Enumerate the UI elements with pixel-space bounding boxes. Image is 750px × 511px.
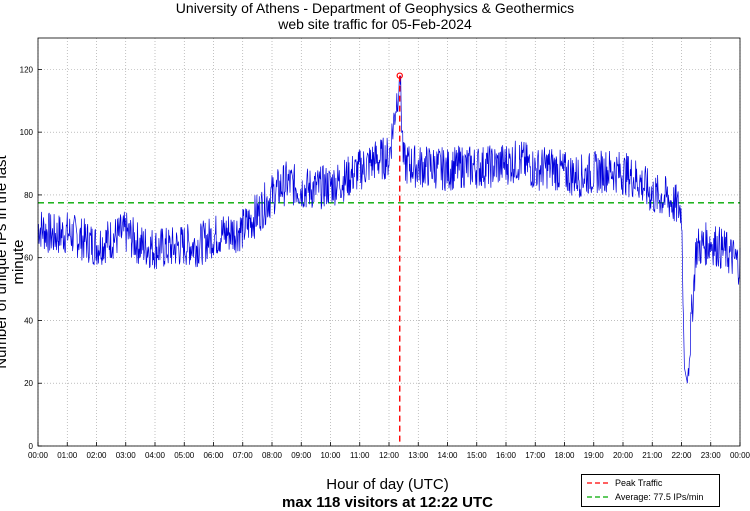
x-tick-label: 09:00 — [291, 451, 312, 460]
x-tick-label: 14:00 — [437, 451, 458, 460]
legend-peak-label: Peak Traffic — [615, 478, 663, 488]
legend-item-average: Average: 77.5 IPs/min — [587, 491, 703, 503]
x-tick-label: 15:00 — [467, 451, 488, 460]
x-tick-label: 22:00 — [671, 451, 692, 460]
x-tick-label: 02:00 — [86, 451, 107, 460]
x-tick-label: 18:00 — [554, 451, 575, 460]
x-tick-label: 08:00 — [262, 451, 283, 460]
legend-average-label: Average: 77.5 IPs/min — [615, 492, 704, 502]
y-tick-label: 0 — [29, 442, 34, 451]
x-tick-label: 20:00 — [613, 451, 634, 460]
max-visitors-label: max 118 visitors at 12:22 UTC — [282, 494, 493, 511]
series-line-unique-ips — [37, 75, 741, 384]
plot-frame — [37, 37, 741, 447]
x-tick-label: 23:00 — [701, 451, 722, 460]
y-axis-label: Number of unique IPs in the last minute — [0, 155, 27, 369]
x-axis-label: Hour of day (UTC) — [326, 476, 449, 493]
y-tick-label: 20 — [24, 379, 33, 388]
legend-peak-swatch — [587, 482, 611, 484]
x-tick-label: 00:00 — [730, 451, 750, 460]
x-tick-label: 06:00 — [203, 451, 224, 460]
x-tick-label: 16:00 — [496, 451, 517, 460]
legend: Peak Traffic Average: 77.5 IPs/min — [581, 474, 720, 507]
y-tick-label: 60 — [24, 254, 33, 263]
x-tick-label: 05:00 — [174, 451, 195, 460]
x-tick-label: 19:00 — [584, 451, 605, 460]
y-tick-label: 40 — [24, 316, 33, 325]
legend-average-swatch — [587, 496, 611, 498]
x-tick-label: 21:00 — [642, 451, 663, 460]
x-tick-label: 00:00 — [28, 451, 49, 460]
x-tick-label: 12:00 — [379, 451, 400, 460]
peak-marker — [396, 72, 403, 79]
x-tick-label: 13:00 — [408, 451, 429, 460]
x-tick-label: 04:00 — [145, 451, 166, 460]
y-tick-label: 100 — [20, 128, 34, 137]
chart-subtitle: web site traffic for 05-Feb-2024 — [278, 16, 472, 32]
x-tick-label: 11:00 — [350, 451, 370, 460]
x-tick-label: 01:00 — [57, 451, 78, 460]
x-tick-label: 10:00 — [320, 451, 341, 460]
x-tick-label: 03:00 — [116, 451, 137, 460]
legend-item-peak: Peak Traffic — [587, 477, 662, 489]
x-tick-label: 17:00 — [525, 451, 546, 460]
y-tick-label: 120 — [20, 65, 34, 74]
chart-title: University of Athens - Department of Geo… — [175, 0, 575, 16]
x-tick-label: 07:00 — [233, 451, 254, 460]
y-tick-label: 80 — [24, 191, 33, 200]
